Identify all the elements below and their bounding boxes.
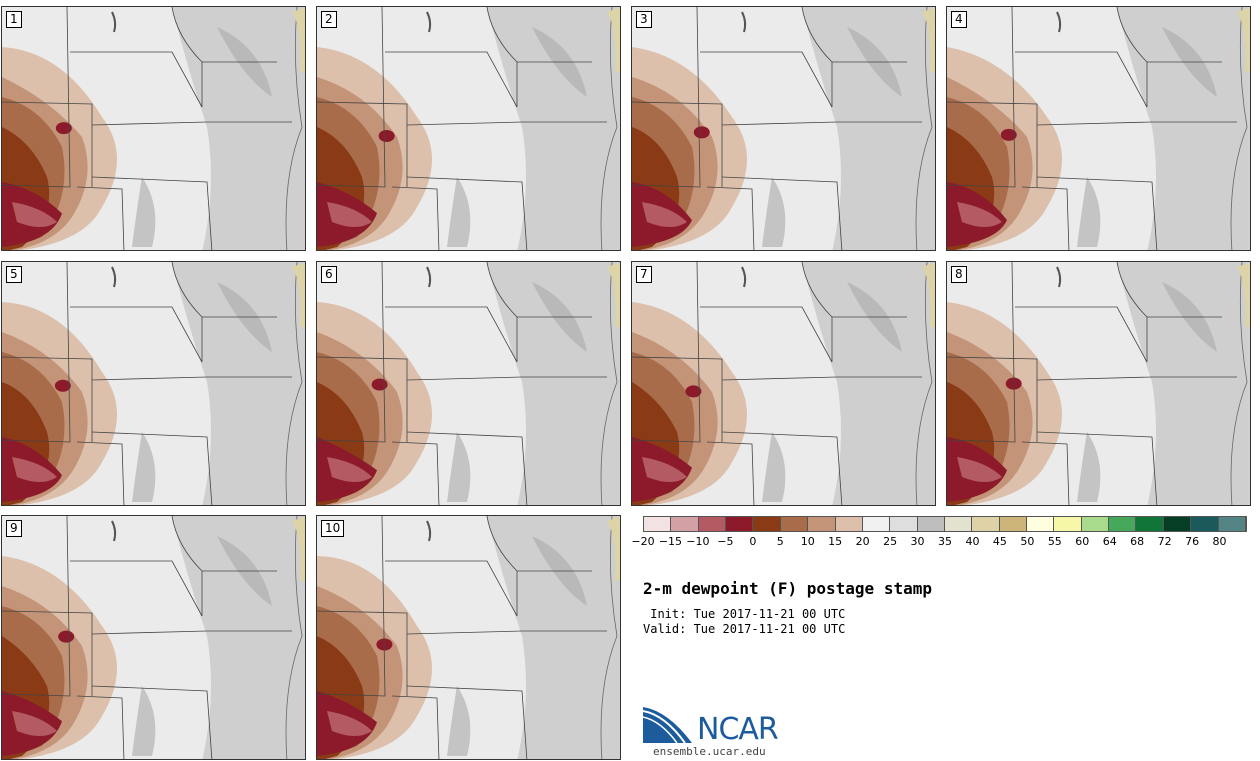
map-panel-7: 7 <box>631 261 936 506</box>
colorbar-swatch <box>1218 517 1246 531</box>
colorbar-tick-label: −10 <box>686 535 710 548</box>
map-panel-4: 4 <box>946 6 1251 251</box>
panel-label: 1 <box>6 11 22 28</box>
map-panel-8: 8 <box>946 261 1251 506</box>
colorbar-swatch <box>671 517 699 531</box>
init-time: Init: Tue 2017-11-21 00 UTC <box>643 607 846 621</box>
colorbar-tick-label: 55 <box>1047 535 1062 548</box>
colorbar-swatch <box>972 517 1000 531</box>
colorbar-tick-label: 50 <box>1020 535 1035 548</box>
colorbar-tick-label: 5 <box>776 535 784 548</box>
ncar-logo-icon <box>643 707 692 744</box>
colorbar-swatch <box>944 517 973 531</box>
panel-label: 2 <box>321 11 337 28</box>
colorbar-tick-label: 72 <box>1157 535 1172 548</box>
colorbar-swatch <box>753 517 781 531</box>
colorbar-tick-label: 20 <box>855 535 870 548</box>
map-panel-9: 9 <box>1 515 306 760</box>
colorbar-swatch <box>1081 517 1110 531</box>
colorbar-swatch <box>835 517 863 531</box>
colorbar-tick-label: 0 <box>749 535 757 548</box>
colorbar-swatch <box>726 517 754 531</box>
colorbar-tick-label: −20 <box>631 535 655 548</box>
panel-label: 3 <box>636 11 652 28</box>
colorbar-swatch <box>1136 517 1164 531</box>
map-panel-10: 10 <box>316 515 621 760</box>
colorbar-swatch <box>1027 517 1055 531</box>
colorbar-tick-label: −15 <box>658 535 683 548</box>
map-panel-6: 6 <box>316 261 621 506</box>
colorbar-tick-label: 35 <box>938 535 952 548</box>
colorbar-swatch <box>808 517 836 531</box>
website-url: ensemble.ucar.edu <box>653 745 766 758</box>
colorbar-tick-label: 15 <box>828 535 843 548</box>
map-panel-1: 1 <box>1 6 306 251</box>
panel-label: 10 <box>321 520 345 537</box>
panel-label: 9 <box>6 520 22 537</box>
colorbar-tick-label: 60 <box>1075 535 1090 548</box>
colorbar-swatch <box>1054 517 1082 531</box>
page-title: 2-m dewpoint (F) postage stamp <box>643 579 932 598</box>
colorbar-tick-label: −5 <box>717 535 734 548</box>
colorbar-tick-label: 64 <box>1102 535 1117 548</box>
colorbar-tick-label: 76 <box>1185 535 1200 548</box>
ncar-logo-text: NCAR <box>697 712 779 747</box>
colorbar-swatch <box>644 517 672 531</box>
colorbar-tick-label: 25 <box>883 535 898 548</box>
colorbar-ticks: −20 −15 −10 −5 0 5 10 15 20 25 30 35 40 45 50 55 60 64 68 7… <box>631 535 1247 549</box>
colorbar-swatch <box>862 517 891 531</box>
panel-label: 5 <box>6 266 22 283</box>
colorbar-tick-label: 30 <box>910 535 925 548</box>
colorbar-swatch <box>1163 517 1192 531</box>
colorbar-tick-label: 10 <box>800 535 815 548</box>
map-panel-3: 3 <box>631 6 936 251</box>
panel-label: 4 <box>951 11 967 28</box>
panel-label: 6 <box>321 266 337 283</box>
map-panel-2: 2 <box>316 6 621 251</box>
colorbar-tick-label: 80 <box>1212 535 1227 548</box>
colorbar-tick-label: 45 <box>992 535 1007 548</box>
map-panel-5: 5 <box>1 261 306 506</box>
colorbar-swatch <box>1109 517 1137 531</box>
colorbar <box>643 516 1247 532</box>
colorbar-swatch <box>698 517 727 531</box>
panel-label: 8 <box>951 266 967 283</box>
panel-label: 7 <box>636 266 652 283</box>
colorbar-swatch <box>1191 517 1219 531</box>
valid-time: Valid: Tue 2017-11-21 00 UTC <box>643 622 846 636</box>
colorbar-swatch <box>780 517 809 531</box>
colorbar-swatch <box>999 517 1028 531</box>
colorbar-tick-label: 68 <box>1130 535 1145 548</box>
colorbar-tick-label: 40 <box>965 535 980 548</box>
colorbar-swatch <box>890 517 918 531</box>
colorbar-swatch <box>917 517 945 531</box>
